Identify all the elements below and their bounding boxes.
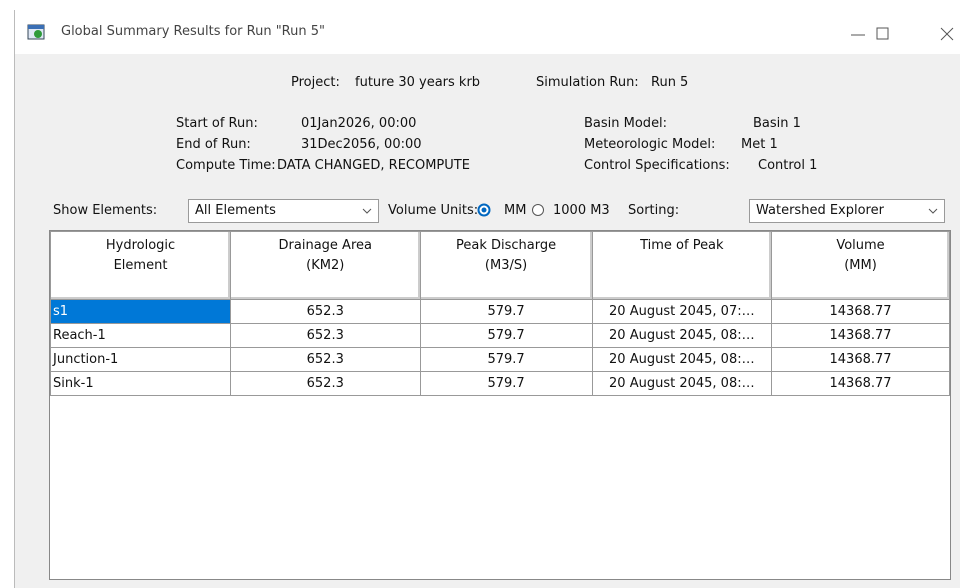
table-cell: 579.7	[419, 371, 593, 396]
table-cell: 14368.77	[771, 347, 950, 372]
header-line: Element	[113, 258, 168, 273]
radio-mm[interactable]	[477, 203, 491, 217]
header-line: Time of Peak	[640, 238, 724, 253]
header-line: (M3/S)	[484, 258, 528, 273]
table-cell: 579.7	[419, 347, 593, 372]
window: Global Summary Results for Run "Run 5" P…	[14, 10, 960, 588]
radio-1000m3-label: 1000 M3	[553, 203, 610, 218]
table-cell: 14368.77	[771, 323, 950, 348]
table-cell: 579.7	[419, 299, 593, 324]
header-line: Volume	[836, 238, 885, 253]
project-value: future 30 years krb	[355, 75, 481, 90]
chevron	[362, 208, 372, 214]
met-value: Met 1	[741, 137, 778, 152]
window-controls[interactable]	[849, 24, 959, 44]
table-cell: Junction-1	[49, 347, 232, 372]
table-row[interactable]: s1 652.3 579.7 20 August 2045, 07:… 14368.77	[49, 299, 950, 324]
volume-units-label: Volume Units:	[388, 203, 479, 218]
table-row[interactable]: Sink-1 652.3 579.7 20 August 2045, 08:… 1436…	[49, 371, 950, 396]
column-header[interactable]: Time of Peak	[591, 231, 773, 300]
table-cell: 652.3	[230, 299, 421, 324]
header-line: Peak Discharge	[455, 238, 557, 253]
start-label: Start of Run:	[176, 116, 258, 131]
show-elements-dropdown[interactable]: All Elements	[188, 199, 379, 223]
table-cell: 579.7	[419, 323, 593, 348]
basin-value: Basin 1	[753, 116, 801, 131]
table-cell: 20 August 2045, 08:…	[591, 323, 773, 348]
show-elements-value: All Elements	[195, 203, 276, 218]
table-cell: 20 August 2045, 07:…	[591, 299, 773, 324]
column-header[interactable]: Volume (MM)	[771, 231, 950, 300]
header-line: (KM2)	[306, 258, 345, 273]
table-cell: Sink-1	[49, 371, 232, 396]
table-cell: 652.3	[230, 371, 421, 396]
compute-value: DATA CHANGED, RECOMPUTE	[277, 158, 470, 173]
control-label: Control Specifications:	[584, 158, 730, 173]
table-row[interactable]: Reach-1 652.3 579.7 20 August 2045, 08:… 143…	[49, 323, 950, 348]
table-row[interactable]: Junction-1 652.3 579.7 20 August 2045, 08:……	[49, 347, 950, 372]
table-cell: 20 August 2045, 08:…	[591, 347, 773, 372]
table-cell: s1	[49, 299, 232, 324]
radio-mm-label: MM	[504, 203, 527, 218]
table: Hydrologic Element Drainage Area (KM2) Peak …	[49, 231, 950, 396]
header-row: Hydrologic Element Drainage Area (KM2) Peak …	[49, 231, 950, 300]
chevron	[928, 208, 938, 214]
show-elements-label: Show Elements:	[53, 203, 158, 218]
header-line: Hydrologic	[105, 238, 176, 253]
control-value: Control 1	[758, 158, 818, 173]
header-line: Drainage Area	[278, 238, 372, 253]
project-label: Project:	[291, 75, 340, 90]
end-label: End of Run:	[176, 137, 251, 152]
header-line: (MM)	[844, 258, 877, 273]
table-cell: 652.3	[230, 347, 421, 372]
radio-1000m3[interactable]	[531, 203, 545, 217]
column-header[interactable]: Peak Discharge (M3/S)	[419, 231, 593, 300]
table-cell: 20 August 2045, 08:…	[591, 371, 773, 396]
table-cell: 14368.77	[771, 299, 950, 324]
basin-label: Basin Model:	[584, 116, 668, 131]
sorting-dropdown[interactable]: Watershed Explorer	[749, 199, 945, 223]
title-bar: Global Summary Results for Run "Run 5"	[15, 10, 960, 54]
column-header[interactable]: Drainage Area (KM2)	[230, 231, 421, 300]
app-icon	[27, 24, 45, 40]
table-cell: Reach-1	[49, 323, 232, 348]
window-title: Global Summary Results for Run "Run 5"	[61, 24, 325, 39]
compute-label: Compute Time:	[176, 158, 276, 173]
table-cell: 14368.77	[771, 371, 950, 396]
simulation-run-value: Run 5	[651, 75, 689, 90]
start-value: 01Jan2026, 00:00	[301, 116, 417, 131]
simulation-run-label: Simulation Run:	[536, 75, 639, 90]
sorting-value: Watershed Explorer	[756, 203, 884, 218]
met-label: Meteorologic Model:	[584, 137, 716, 152]
table-cell: 652.3	[230, 323, 421, 348]
end-value: 31Dec2056, 00:00	[301, 137, 422, 152]
column-header[interactable]: Hydrologic Element	[49, 231, 232, 300]
results-table: Hydrologic Element Drainage Area (KM2) Peak …	[49, 230, 951, 580]
sorting-label: Sorting:	[628, 203, 680, 218]
